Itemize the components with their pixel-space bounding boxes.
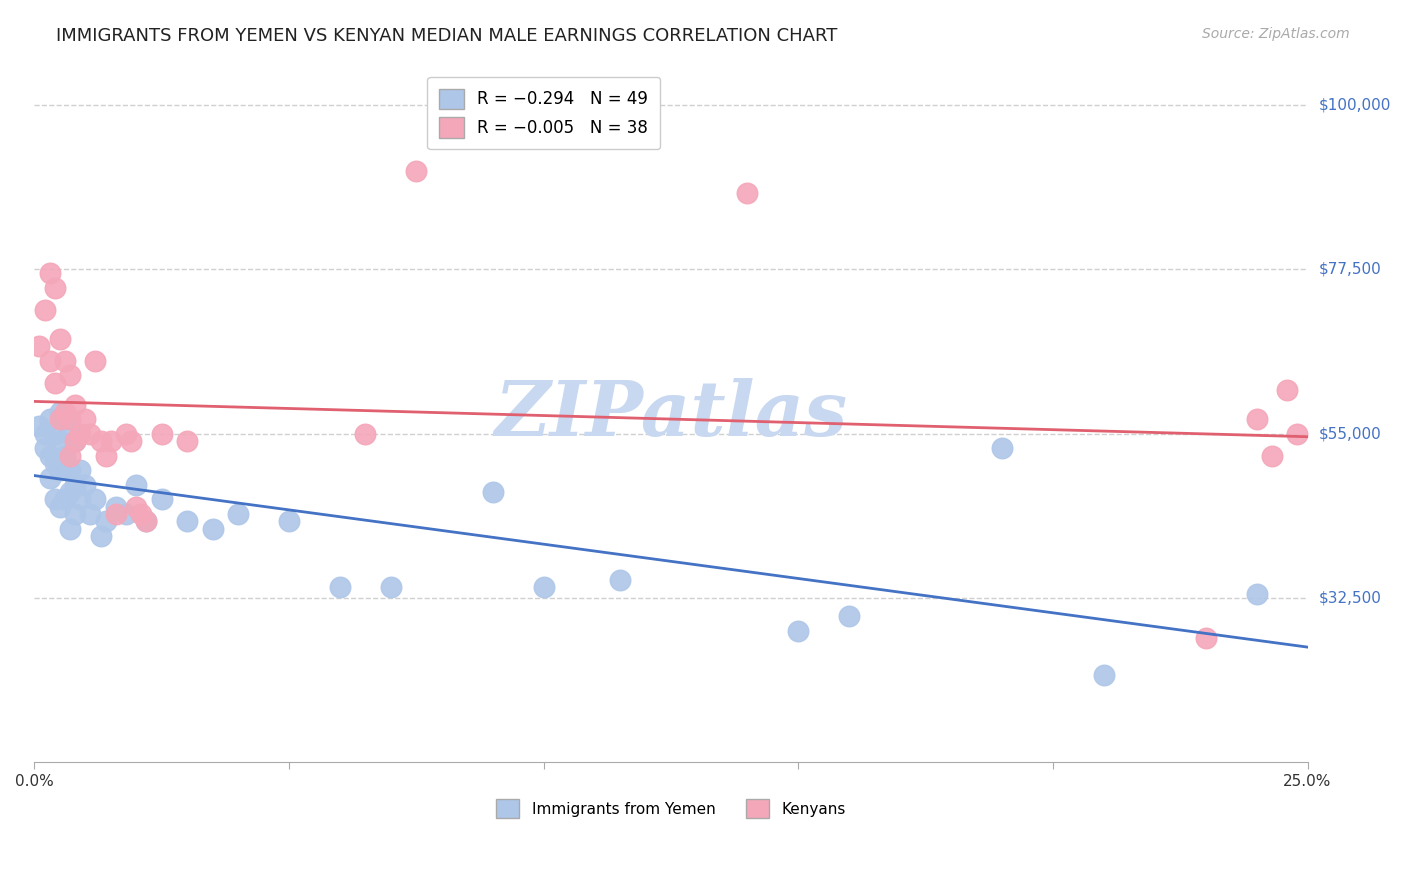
Point bbox=[1286, 426, 1309, 441]
Point bbox=[44, 426, 66, 441]
Point bbox=[838, 609, 860, 624]
Point bbox=[63, 478, 86, 492]
Point bbox=[63, 507, 86, 521]
Text: $100,000: $100,000 bbox=[1319, 97, 1391, 112]
Point bbox=[329, 580, 352, 594]
Point bbox=[115, 507, 138, 521]
Point bbox=[125, 478, 148, 492]
Point bbox=[787, 624, 810, 638]
Point bbox=[49, 412, 72, 426]
Point bbox=[1195, 632, 1218, 646]
Point bbox=[354, 426, 377, 441]
Point bbox=[53, 353, 76, 368]
Point bbox=[28, 419, 51, 434]
Point bbox=[59, 368, 82, 383]
Point bbox=[63, 434, 86, 448]
Point bbox=[69, 492, 91, 507]
Point bbox=[90, 434, 112, 448]
Point bbox=[34, 426, 56, 441]
Point bbox=[135, 515, 157, 529]
Point bbox=[59, 449, 82, 463]
Point bbox=[34, 302, 56, 317]
Point bbox=[59, 522, 82, 536]
Point bbox=[405, 163, 427, 178]
Point bbox=[84, 492, 107, 507]
Point bbox=[28, 339, 51, 353]
Text: $32,500: $32,500 bbox=[1319, 591, 1382, 606]
Point bbox=[1261, 449, 1284, 463]
Point bbox=[94, 515, 117, 529]
Point bbox=[94, 449, 117, 463]
Point bbox=[135, 515, 157, 529]
Point bbox=[104, 500, 127, 514]
Point bbox=[49, 332, 72, 346]
Point bbox=[63, 397, 86, 411]
Point bbox=[59, 463, 82, 477]
Point bbox=[44, 492, 66, 507]
Point bbox=[59, 426, 82, 441]
Point bbox=[38, 353, 60, 368]
Text: ZIPatlas: ZIPatlas bbox=[495, 378, 848, 452]
Point bbox=[38, 412, 60, 426]
Point bbox=[226, 507, 249, 521]
Point bbox=[53, 449, 76, 463]
Point bbox=[49, 500, 72, 514]
Point bbox=[100, 434, 122, 448]
Point bbox=[75, 412, 97, 426]
Text: $55,000: $55,000 bbox=[1319, 426, 1381, 442]
Point bbox=[90, 529, 112, 543]
Point bbox=[131, 507, 153, 521]
Point bbox=[533, 580, 555, 594]
Point bbox=[481, 485, 503, 500]
Point bbox=[79, 507, 101, 521]
Point bbox=[49, 434, 72, 448]
Point bbox=[44, 456, 66, 470]
Point bbox=[44, 376, 66, 390]
Text: $77,500: $77,500 bbox=[1319, 262, 1381, 277]
Legend: Immigrants from Yemen, Kenyans: Immigrants from Yemen, Kenyans bbox=[491, 793, 852, 824]
Text: IMMIGRANTS FROM YEMEN VS KENYAN MEDIAN MALE EARNINGS CORRELATION CHART: IMMIGRANTS FROM YEMEN VS KENYAN MEDIAN M… bbox=[56, 27, 838, 45]
Point bbox=[176, 434, 198, 448]
Point bbox=[69, 426, 91, 441]
Point bbox=[104, 507, 127, 521]
Point bbox=[120, 434, 142, 448]
Point bbox=[49, 463, 72, 477]
Point bbox=[38, 449, 60, 463]
Point bbox=[34, 442, 56, 456]
Text: Source: ZipAtlas.com: Source: ZipAtlas.com bbox=[1202, 27, 1350, 41]
Point bbox=[991, 442, 1014, 456]
Point bbox=[1092, 667, 1115, 681]
Point bbox=[59, 412, 82, 426]
Point bbox=[49, 405, 72, 419]
Point bbox=[75, 478, 97, 492]
Point bbox=[150, 492, 173, 507]
Point bbox=[150, 426, 173, 441]
Point bbox=[1275, 383, 1298, 397]
Point bbox=[53, 405, 76, 419]
Point bbox=[53, 492, 76, 507]
Point bbox=[69, 463, 91, 477]
Point bbox=[125, 500, 148, 514]
Point bbox=[79, 426, 101, 441]
Point bbox=[44, 280, 66, 294]
Point bbox=[278, 515, 301, 529]
Point bbox=[38, 266, 60, 280]
Point bbox=[737, 186, 759, 200]
Point bbox=[53, 412, 76, 426]
Point bbox=[1246, 587, 1268, 601]
Point bbox=[176, 515, 198, 529]
Point bbox=[59, 485, 82, 500]
Point bbox=[1246, 412, 1268, 426]
Point bbox=[38, 470, 60, 484]
Point bbox=[63, 434, 86, 448]
Point bbox=[84, 353, 107, 368]
Point bbox=[380, 580, 402, 594]
Point bbox=[609, 573, 631, 587]
Point bbox=[115, 426, 138, 441]
Point bbox=[201, 522, 224, 536]
